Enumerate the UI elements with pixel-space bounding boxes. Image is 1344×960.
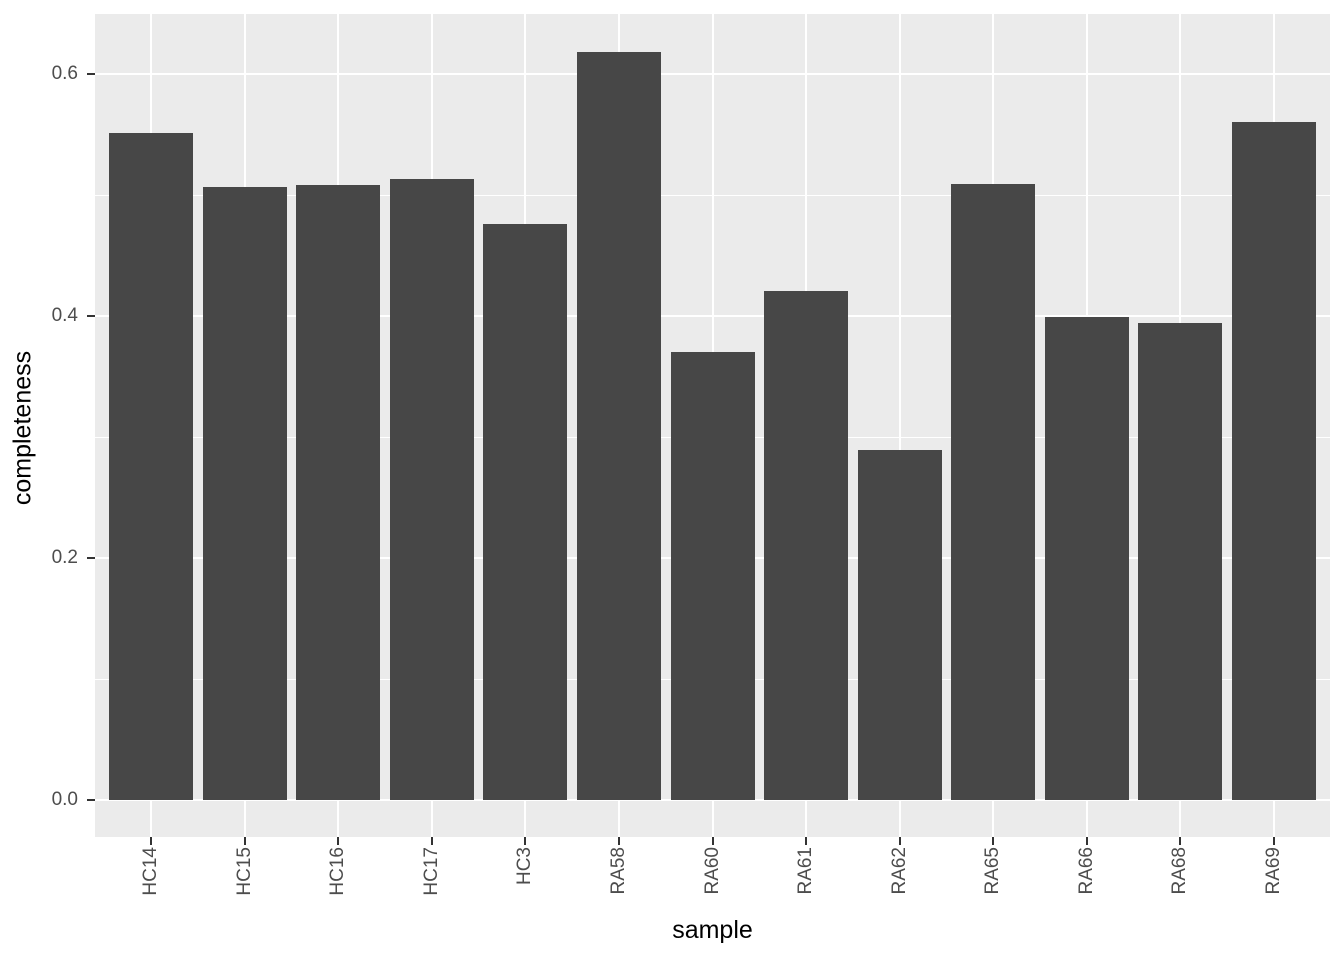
x-tick-mark	[1273, 837, 1275, 845]
x-tick-label-text: HC3	[514, 847, 536, 886]
bar	[576, 52, 661, 800]
y-tick-mark	[87, 799, 95, 801]
bar	[670, 352, 755, 800]
x-tick-label-text: HC14	[140, 847, 161, 896]
x-tick-label-text: RA66	[1075, 847, 1097, 895]
x-tick-mark	[524, 837, 527, 845]
y-axis-title: completeness	[8, 350, 37, 506]
x-tick-label-text: RA60	[701, 847, 723, 895]
y-tick-mark	[87, 73, 95, 75]
x-tick-mark	[430, 837, 433, 845]
y-tick-label: 0.4	[51, 305, 78, 326]
bar	[1232, 122, 1316, 800]
x-tick-label-text: RA69	[1263, 847, 1284, 895]
bar	[109, 133, 193, 800]
x-tick-label-text: RA61	[795, 847, 817, 895]
bar	[951, 184, 1036, 800]
bar	[857, 450, 942, 800]
bar	[483, 224, 568, 800]
bar	[389, 179, 474, 800]
x-tick-label-text: HC17	[420, 847, 442, 896]
bar	[202, 187, 287, 800]
x-tick-mark	[150, 837, 152, 845]
bar	[1138, 323, 1223, 800]
bar	[764, 291, 849, 800]
x-tick-label-text: RA58	[607, 847, 629, 895]
y-tick-mark	[87, 315, 95, 317]
x-tick-mark	[243, 837, 246, 845]
bar	[1044, 317, 1129, 800]
x-tick-mark	[805, 837, 808, 845]
x-tick-mark	[337, 837, 340, 845]
y-tick-mark	[87, 557, 95, 559]
y-tick-label: 0.2	[51, 547, 78, 568]
y-tick-label: 0.0	[51, 789, 78, 810]
x-tick-mark	[617, 837, 620, 845]
plot-panel	[95, 14, 1330, 837]
x-tick-label-text: RA62	[888, 847, 910, 895]
x-tick-mark	[711, 837, 714, 845]
x-tick-mark	[1085, 837, 1088, 845]
x-tick-mark	[992, 837, 995, 845]
x-tick-mark	[1179, 837, 1182, 845]
x-tick-label-text: RA68	[1169, 847, 1191, 895]
x-axis-title: sample	[672, 916, 753, 944]
x-tick-label-text: HC15	[233, 847, 255, 896]
gridline-major-v	[898, 14, 901, 837]
x-tick-label-text: HC16	[327, 847, 349, 896]
y-tick-label: 0.6	[51, 63, 78, 84]
x-tick-mark	[898, 837, 901, 845]
x-tick-label-text: RA65	[982, 847, 1004, 895]
bar	[296, 185, 381, 800]
